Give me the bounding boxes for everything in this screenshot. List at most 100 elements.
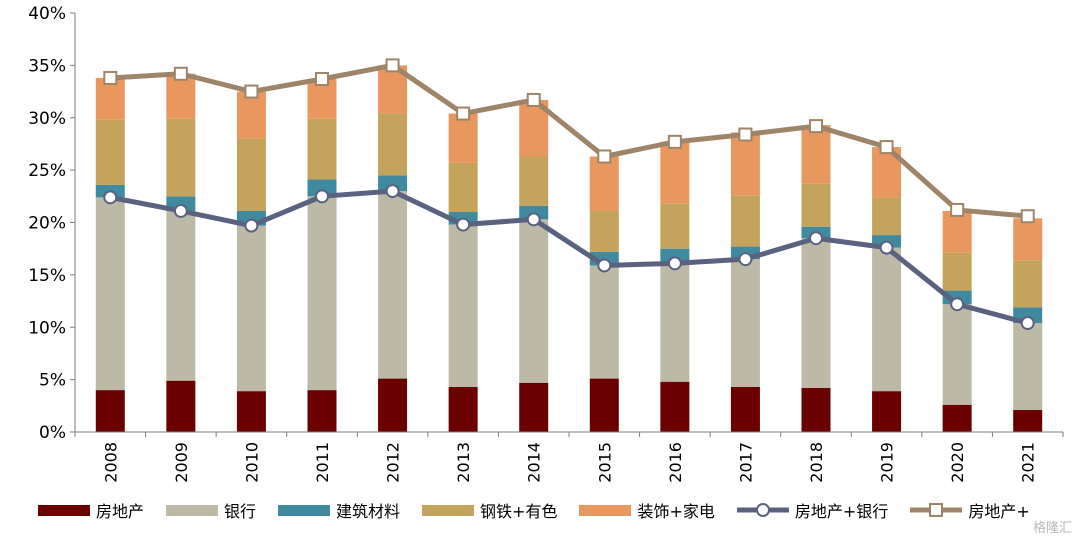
line-point [809, 119, 823, 134]
bar-segment [660, 141, 690, 204]
bar-segment [378, 191, 408, 379]
bar-segment [236, 391, 266, 432]
legend-item: 房地产+ [910, 498, 1030, 522]
bar-segment [872, 197, 902, 236]
bar-segment [589, 156, 619, 211]
bar-segment [307, 196, 337, 391]
legend-item: 建筑材料 [278, 498, 400, 522]
x-tick-label: 2021 [1019, 442, 1038, 483]
bar-segment [378, 378, 408, 432]
x-tick-label: 2017 [736, 442, 755, 483]
bar-segment [801, 238, 831, 389]
bars-layer [95, 65, 1043, 432]
bar-segment [448, 113, 478, 163]
line-point [1020, 209, 1035, 224]
bar-segment [872, 391, 902, 432]
line-point [879, 240, 894, 255]
bar-segment [942, 210, 972, 253]
bar-segment [236, 225, 266, 392]
legend-line-swatch [736, 503, 789, 517]
bar-segment [519, 219, 549, 383]
bar-segment [378, 113, 408, 176]
bar-segment [166, 73, 196, 119]
bar-segment [307, 118, 337, 180]
bar-segment [660, 381, 690, 432]
bar-segment [1013, 218, 1043, 261]
line-point [667, 256, 682, 271]
legend-label: 房地产 [96, 502, 145, 521]
x-tick-label: 2014 [525, 442, 544, 483]
legend-swatch [166, 504, 219, 516]
line-point [526, 212, 541, 227]
y-tick-label: 25% [28, 161, 66, 181]
bar-segment [166, 210, 196, 381]
bar-segment [660, 263, 690, 382]
x-tick-label: 2011 [313, 442, 332, 483]
legend-label: 房地产+ [968, 502, 1030, 521]
line-point [315, 71, 329, 86]
legend-swatch [38, 504, 90, 516]
bar-segment [236, 91, 266, 139]
x-tick-label: 2019 [878, 442, 897, 483]
bar-segment [236, 138, 266, 211]
watermark: 格隆汇 [1032, 521, 1072, 536]
bar-segment [801, 388, 831, 432]
bar-segment [448, 224, 478, 387]
bar-segment [660, 203, 690, 249]
legend-item: 钢铁+有色 [422, 498, 557, 522]
legend-label: 钢铁+有色 [480, 502, 558, 521]
bar-segment [872, 247, 902, 392]
line-point [456, 106, 471, 121]
line-point [173, 66, 188, 81]
legend: 房地产 银行 建筑材料 钢铁+有色 装饰+家电 房地产+银行 房地产+ [38, 497, 1052, 523]
x-tick-label: 2015 [595, 442, 614, 483]
y-tick-label: 10% [28, 318, 66, 338]
x-tick-label: 2009 [172, 442, 191, 483]
line-point [667, 134, 682, 149]
x-tick-label: 2008 [101, 442, 120, 483]
bar-segment [942, 404, 972, 432]
bar-segment [801, 125, 831, 184]
x-tick-label: 2013 [454, 442, 473, 483]
bar-segment [660, 248, 690, 264]
bar-segment [448, 162, 478, 213]
line-point [103, 70, 118, 85]
bar-segment [589, 378, 619, 432]
line-point [950, 297, 965, 312]
legend-item: 房地产+银行 [736, 498, 888, 522]
line-point [173, 203, 188, 218]
bar-segment [519, 156, 549, 206]
x-tick-label: 2012 [384, 442, 403, 483]
legend-swatch [278, 504, 331, 516]
bar-segment [589, 265, 619, 379]
line-point [879, 140, 894, 155]
bar-segment [95, 197, 125, 391]
x-axis: 2008 2009 2010 2011 2012 2013 2014 2015 2016 2017… [74, 431, 1064, 483]
bar-segment [589, 210, 619, 252]
bar-segment [730, 386, 760, 432]
y-tick-label: 40% [28, 4, 66, 24]
bar-segment [1013, 323, 1043, 411]
bar-segment [730, 132, 760, 196]
y-tick-label: 5% [39, 371, 66, 391]
legend-label: 银行 [224, 502, 257, 521]
legend-item: 房地产 [38, 498, 144, 522]
legend-label: 建筑材料 [336, 502, 401, 521]
bar-segment [730, 259, 760, 387]
legend-line-swatch [910, 503, 963, 517]
bar-segment [1013, 260, 1043, 308]
bar-segment [166, 380, 196, 432]
line-point [597, 258, 612, 273]
bar-segment [801, 183, 831, 227]
legend-label: 装饰+家电 [637, 502, 715, 521]
bar-segment [942, 304, 972, 405]
y-tick-label: 0% [39, 423, 66, 443]
line-point [950, 202, 965, 217]
line-point [385, 58, 400, 73]
bar-segment [1013, 410, 1043, 432]
legend-swatch [579, 504, 632, 516]
bar-segment [307, 390, 337, 432]
bar-segment [378, 175, 408, 192]
line-point [1020, 316, 1035, 331]
